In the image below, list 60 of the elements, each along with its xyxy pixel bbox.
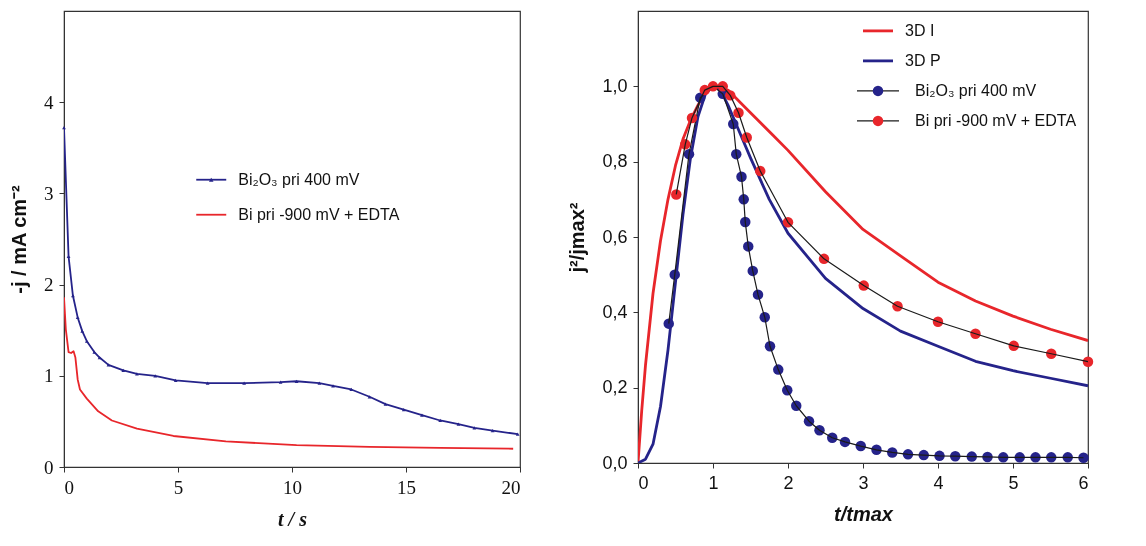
point xyxy=(92,350,97,354)
y-tick-label: 1,0 xyxy=(602,75,628,96)
y-tick-label: 1 xyxy=(44,365,54,387)
x-tick-label: 1 xyxy=(708,472,719,493)
x-axis-title: t/tmax xyxy=(834,502,894,525)
point xyxy=(383,402,388,406)
x-tick-label: 3 xyxy=(858,472,869,493)
point xyxy=(490,428,495,433)
y-tick-label: 0 xyxy=(44,456,54,478)
y-tick-label: 0,2 xyxy=(602,377,628,398)
point xyxy=(671,189,682,200)
point xyxy=(438,418,443,423)
point xyxy=(80,329,85,333)
point xyxy=(66,254,71,258)
point xyxy=(317,381,322,385)
legend-label: Bi pri -900 mV + EDTA xyxy=(238,205,400,223)
x-tick-label: 5 xyxy=(1008,472,1019,493)
legend-label: Bi pri -900 mV + EDTA xyxy=(915,111,1077,129)
x-tick-label: 20 xyxy=(501,476,521,498)
legend-label: Bi₂O₃ pri 400 mV xyxy=(915,81,1037,99)
line-series xyxy=(64,296,515,450)
point xyxy=(135,372,139,376)
point xyxy=(1078,452,1089,463)
point xyxy=(173,378,178,382)
y-axis-title: j²/jmax² xyxy=(566,202,589,274)
y-tick-label: 0,0 xyxy=(602,452,628,473)
point xyxy=(294,379,299,383)
y-tick-label: 0,4 xyxy=(602,301,628,322)
x-axis-title: t / s xyxy=(278,507,308,530)
x-tick-label: 5 xyxy=(173,476,184,498)
x-tick-label: 0 xyxy=(638,472,649,493)
legend-label: 3D P xyxy=(905,51,941,69)
legend-label: 3D I xyxy=(905,21,935,39)
y-tick-label: 0,6 xyxy=(602,226,628,247)
point xyxy=(515,432,520,436)
y-tick-label: 2 xyxy=(44,274,54,296)
y-tick-label: 3 xyxy=(44,182,54,204)
y-tick-label: 0,8 xyxy=(602,151,628,172)
x-tick-label: 0 xyxy=(64,476,74,498)
point xyxy=(75,315,80,320)
point xyxy=(349,387,354,392)
x-tick-label: 10 xyxy=(283,476,302,498)
point xyxy=(84,339,89,343)
point xyxy=(278,380,283,384)
point xyxy=(401,407,406,412)
point xyxy=(1082,356,1094,367)
line-series xyxy=(62,126,520,436)
x-tick-label: 15 xyxy=(397,476,416,498)
y-axis-title: -j / mA cm⁻² xyxy=(8,184,30,294)
x-tick-label: 4 xyxy=(933,472,944,493)
x-tick-label: 6 xyxy=(1078,472,1089,493)
x-tick-label: 2 xyxy=(783,472,794,493)
point xyxy=(663,318,674,329)
legend-label: Bi₂O₃ pri 400 mV xyxy=(238,170,360,188)
point xyxy=(121,368,126,372)
y-tick-label: 4 xyxy=(44,91,54,113)
point xyxy=(420,413,424,417)
point xyxy=(242,381,246,385)
point xyxy=(456,422,461,426)
point xyxy=(205,381,210,385)
